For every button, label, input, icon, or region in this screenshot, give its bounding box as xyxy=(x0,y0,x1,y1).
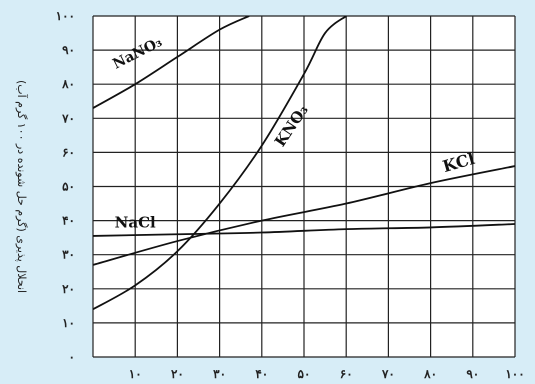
x-tick-label: ۵۰ xyxy=(298,367,311,381)
series-nano-line xyxy=(93,16,250,109)
x-tick-label: ۲۰ xyxy=(171,367,184,381)
x-tick-label: ۱۰۰ xyxy=(505,367,524,381)
y-tick-label: ۰ xyxy=(69,350,75,364)
y-tick-label: ۵۰ xyxy=(62,180,75,194)
y-tick-label: ۶۰ xyxy=(62,145,75,159)
x-tick-label: ۹۰ xyxy=(466,367,479,381)
y-tick-label: ۱۰۰ xyxy=(56,9,75,23)
x-tick-label: ۳۰ xyxy=(213,367,226,381)
y-tick-label: ۱۰ xyxy=(62,316,75,330)
x-tick-label: ۸۰ xyxy=(423,367,437,381)
y-tick-label: ۴۰ xyxy=(62,214,75,228)
series-nacl-line xyxy=(93,223,515,237)
curves-group xyxy=(93,16,515,311)
series-kcl-line xyxy=(93,165,515,266)
y-tick-label: ۷۰ xyxy=(61,111,75,125)
y-tick-label: ۹۰ xyxy=(62,43,75,57)
y-tick-label: ۳۰ xyxy=(62,248,75,262)
x-tick-label: ۱۰ xyxy=(129,367,142,381)
y-tick-label: ۸۰ xyxy=(61,77,75,91)
x-tick-label: ۶۰ xyxy=(340,367,353,381)
y-axis-title: انحلال پذیری (گرم حل شونده در ۱۰۰ گرم آب… xyxy=(15,80,29,293)
x-tick-label: ۷۰ xyxy=(381,367,395,381)
series-kno-line xyxy=(93,16,347,311)
x-tick-label: ۴۰ xyxy=(255,367,268,381)
y-tick-label: ۲۰ xyxy=(62,282,75,296)
series-nacl-label: NaCl xyxy=(115,213,156,231)
